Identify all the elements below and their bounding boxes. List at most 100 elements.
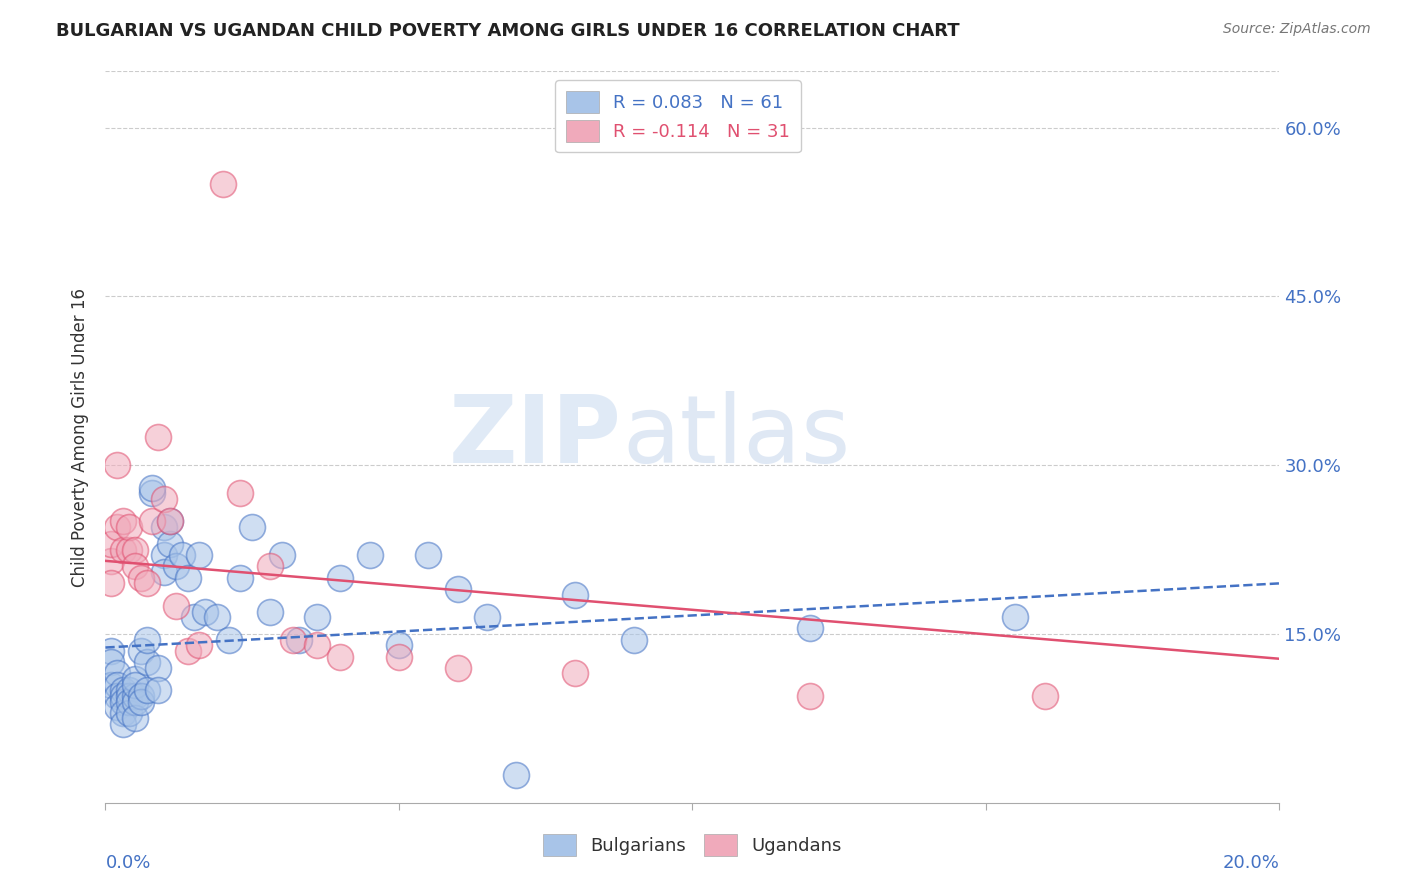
Point: [229, 571, 252, 585]
Point: [135, 632, 157, 647]
Point: [100, 678, 122, 692]
Point: [105, 458, 128, 473]
Point: [124, 689, 146, 703]
Point: [100, 537, 122, 551]
Text: ZIP: ZIP: [449, 391, 621, 483]
Point: [100, 655, 122, 669]
Point: [505, 767, 527, 781]
Point: [165, 599, 187, 613]
Point: [188, 548, 211, 562]
Point: [100, 644, 122, 658]
Point: [105, 666, 128, 681]
Point: [153, 491, 176, 506]
Point: [270, 548, 292, 562]
Point: [388, 638, 411, 652]
Point: [153, 520, 176, 534]
Point: [105, 520, 128, 534]
Point: [446, 582, 468, 596]
Point: [112, 683, 135, 698]
Point: [259, 605, 281, 619]
Point: [329, 649, 352, 664]
Point: [418, 548, 440, 562]
Point: [165, 559, 187, 574]
Point: [329, 571, 352, 585]
Point: [159, 537, 181, 551]
Point: [124, 559, 146, 574]
Point: [112, 542, 135, 557]
Point: [388, 649, 411, 664]
Point: [141, 486, 163, 500]
Point: [148, 430, 170, 444]
Legend: Bulgarians, Ugandans: Bulgarians, Ugandans: [533, 823, 852, 867]
Point: [305, 638, 328, 652]
Point: [135, 655, 157, 669]
Text: 0.0%: 0.0%: [105, 854, 150, 872]
Point: [1033, 689, 1056, 703]
Point: [129, 694, 152, 708]
Point: [118, 520, 141, 534]
Point: [170, 548, 193, 562]
Point: [105, 678, 128, 692]
Point: [240, 520, 263, 534]
Point: [112, 706, 135, 720]
Point: [100, 576, 122, 591]
Point: [124, 694, 146, 708]
Point: [124, 678, 146, 692]
Point: [118, 683, 141, 698]
Point: [124, 672, 146, 686]
Point: [205, 610, 228, 624]
Point: [623, 632, 645, 647]
Point: [799, 621, 821, 635]
Point: [135, 683, 157, 698]
Point: [105, 689, 128, 703]
Point: [305, 610, 328, 624]
Text: 20.0%: 20.0%: [1223, 854, 1279, 872]
Point: [475, 610, 498, 624]
Point: [153, 548, 176, 562]
Point: [118, 542, 141, 557]
Point: [105, 700, 128, 714]
Text: atlas: atlas: [621, 391, 851, 483]
Point: [211, 177, 233, 191]
Point: [188, 638, 211, 652]
Point: [135, 576, 157, 591]
Point: [124, 542, 146, 557]
Point: [100, 554, 122, 568]
Point: [141, 481, 163, 495]
Point: [194, 605, 217, 619]
Point: [259, 559, 281, 574]
Point: [564, 588, 586, 602]
Point: [359, 548, 381, 562]
Point: [564, 666, 586, 681]
Point: [183, 610, 205, 624]
Point: [159, 515, 181, 529]
Point: [176, 644, 198, 658]
Point: [153, 565, 176, 579]
Point: [283, 632, 305, 647]
Point: [118, 694, 141, 708]
Y-axis label: Child Poverty Among Girls Under 16: Child Poverty Among Girls Under 16: [70, 287, 89, 587]
Text: Source: ZipAtlas.com: Source: ZipAtlas.com: [1223, 22, 1371, 37]
Point: [799, 689, 821, 703]
Point: [129, 644, 152, 658]
Point: [124, 711, 146, 725]
Point: [112, 717, 135, 731]
Point: [148, 683, 170, 698]
Point: [159, 515, 181, 529]
Point: [118, 689, 141, 703]
Point: [129, 571, 152, 585]
Point: [446, 661, 468, 675]
Point: [218, 632, 240, 647]
Point: [118, 706, 141, 720]
Point: [229, 486, 252, 500]
Point: [148, 661, 170, 675]
Point: [112, 689, 135, 703]
Text: BULGARIAN VS UGANDAN CHILD POVERTY AMONG GIRLS UNDER 16 CORRELATION CHART: BULGARIAN VS UGANDAN CHILD POVERTY AMONG…: [56, 22, 960, 40]
Point: [112, 515, 135, 529]
Point: [129, 689, 152, 703]
Point: [141, 515, 163, 529]
Point: [112, 694, 135, 708]
Point: [288, 632, 311, 647]
Point: [176, 571, 198, 585]
Point: [1004, 610, 1026, 624]
